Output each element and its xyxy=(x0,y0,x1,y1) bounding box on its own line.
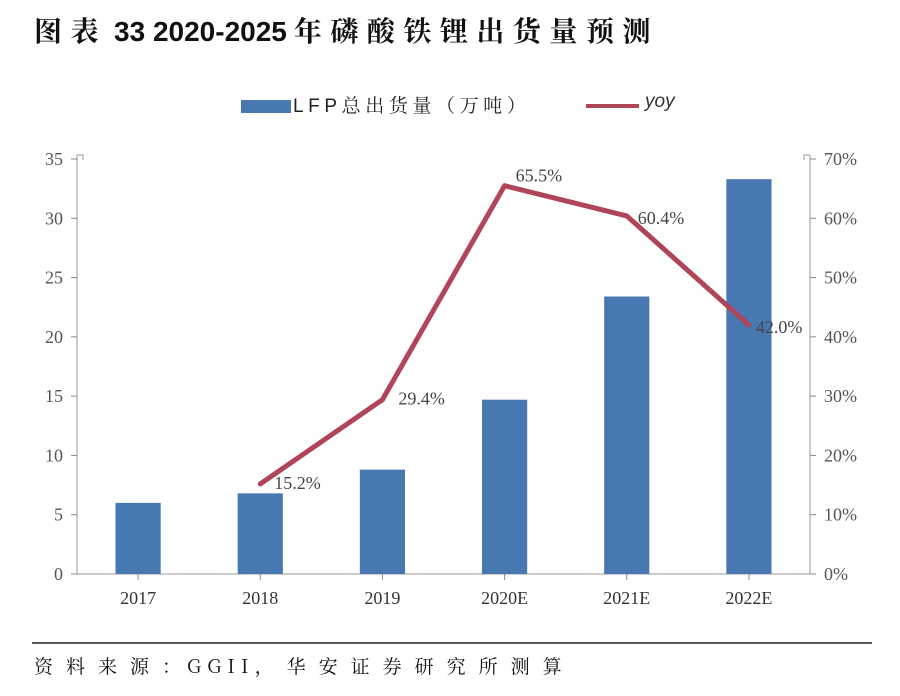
svg-text:35: 35 xyxy=(45,149,63,169)
svg-text:20%: 20% xyxy=(824,445,857,465)
svg-text:2021E: 2021E xyxy=(603,588,650,608)
svg-text:20: 20 xyxy=(45,327,63,347)
svg-text:5: 5 xyxy=(54,505,63,525)
svg-text:10: 10 xyxy=(45,445,63,465)
svg-text:30%: 30% xyxy=(824,386,857,406)
svg-text:65.5%: 65.5% xyxy=(516,166,563,186)
svg-text:42.0%: 42.0% xyxy=(756,317,803,337)
svg-text:50%: 50% xyxy=(824,268,857,288)
svg-text:0%: 0% xyxy=(824,564,848,584)
svg-text:60%: 60% xyxy=(824,208,857,228)
svg-text:0: 0 xyxy=(54,564,63,584)
svg-text:60.4%: 60.4% xyxy=(638,208,685,228)
svg-text:29.4%: 29.4% xyxy=(398,389,445,409)
svg-text:2017: 2017 xyxy=(120,588,156,608)
svg-text:2019: 2019 xyxy=(364,588,400,608)
svg-text:2020E: 2020E xyxy=(481,588,528,608)
svg-text:2018: 2018 xyxy=(242,588,278,608)
svg-text:30: 30 xyxy=(45,208,63,228)
svg-text:15: 15 xyxy=(45,386,63,406)
svg-text:10%: 10% xyxy=(824,505,857,525)
svg-text:70%: 70% xyxy=(824,149,857,169)
svg-text:25: 25 xyxy=(45,268,63,288)
svg-text:15.2%: 15.2% xyxy=(274,473,321,493)
svg-text:2022E: 2022E xyxy=(725,588,772,608)
svg-text:40%: 40% xyxy=(824,327,857,347)
